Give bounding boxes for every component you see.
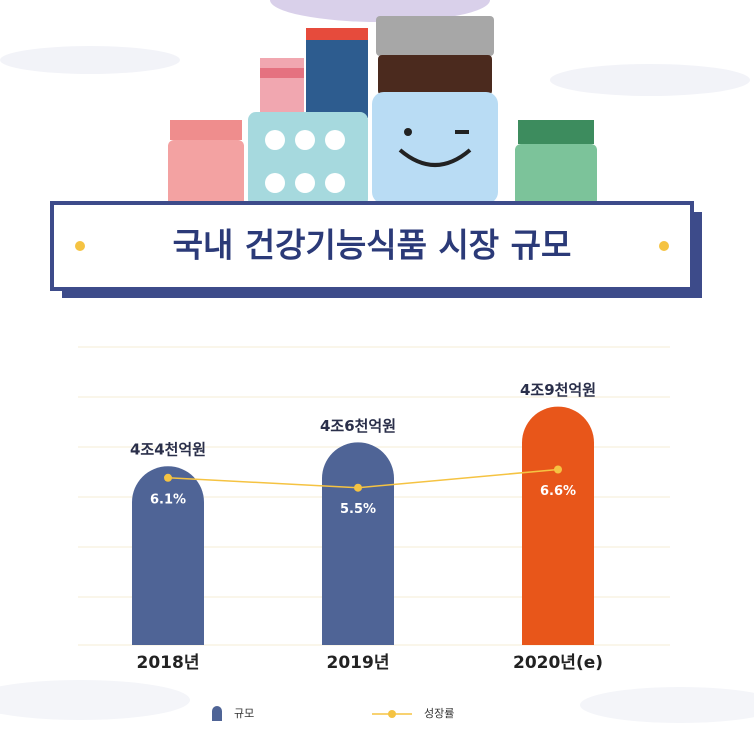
growth-label: 5.5% [340,502,376,517]
value-label: 4조6천억원 [320,417,396,435]
plot: 4조4천억원 4조6천억원 4조9천억원 6.1% 5.5% 6.6% 2018년 2019년… [130,381,603,673]
x-tick-label: 2019년 [327,653,390,673]
value-label: 4조9천억원 [520,381,596,399]
title-banner: 국내 건강기능식품 시장 규모 [50,201,702,298]
growth-point [354,483,362,492]
growth-label: 6.6% [540,484,576,499]
legend-swatch [212,706,222,721]
bar [322,442,394,645]
legend-label: 성장률 [424,707,454,720]
growth-label: 6.1% [150,492,186,507]
chart-title: 국내 건강기능식품 시장 규모 [173,226,572,265]
legend: 규모 성장률 [212,706,454,721]
legend-label: 규모 [234,707,254,720]
value-label: 4조4천억원 [130,441,206,459]
x-tick-label: 2018년 [137,653,200,673]
growth-point [164,473,172,482]
bar [132,466,204,645]
illustration [0,0,754,723]
growth-point [554,465,562,474]
legend-swatch [388,710,396,718]
bar [522,406,594,645]
x-tick-label: 2020년(e) [513,653,603,673]
